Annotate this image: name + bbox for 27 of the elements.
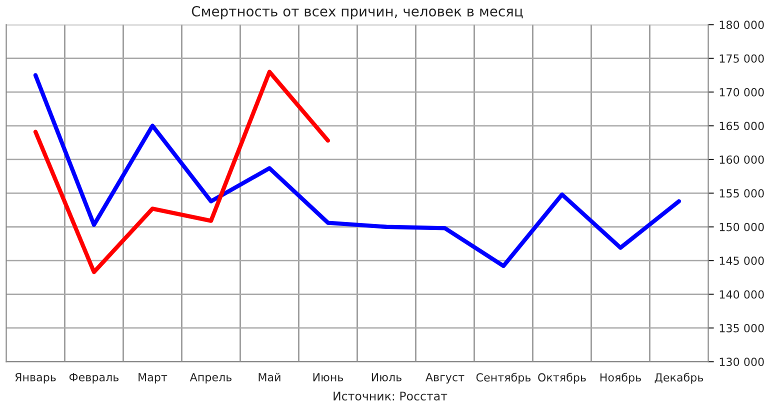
y-tick-label: 175 000 — [720, 54, 764, 63]
x-tick-label: Декабрь — [654, 372, 704, 384]
x-tick-label: Июнь — [313, 373, 344, 382]
x-tick-label: Июль — [372, 373, 402, 382]
line-series — [33, 73, 682, 268]
x-tick-label: Апрель — [190, 373, 232, 384]
y-tick-label: 160 000 — [720, 155, 764, 164]
y-tick-label: 180 000 — [720, 20, 764, 30]
y-tick-label: 140 000 — [720, 290, 764, 299]
y-tick-label: 170 000 — [720, 88, 764, 96]
x-tick-label: Январь — [15, 373, 56, 384]
chart-title: Смертность от всех причин, человек в месяц — [192, 6, 523, 20]
text: Источник: Росстат — [334, 392, 448, 400]
x-tick-label: Август — [426, 373, 464, 384]
x-tick-label: Ноябрь — [600, 372, 641, 384]
x-tick-label: Февраль — [69, 373, 119, 384]
y-tick-label: 150 000 — [720, 222, 764, 232]
y-tick-label: 165 000 — [720, 122, 764, 130]
line-series — [33, 70, 330, 274]
x-tick-label: Октябрь — [538, 372, 586, 384]
x-tick-label: Март — [138, 373, 168, 384]
x-tick-label: Май — [258, 372, 280, 382]
y-tick-label: 135 000 — [720, 324, 764, 332]
y-tick-label: 145 000 — [720, 256, 764, 265]
y-tick-label: 130 000 — [720, 358, 764, 366]
x-tick-label: Сентябрь — [476, 372, 531, 384]
y-tick-label: 155 000 — [720, 189, 764, 198]
